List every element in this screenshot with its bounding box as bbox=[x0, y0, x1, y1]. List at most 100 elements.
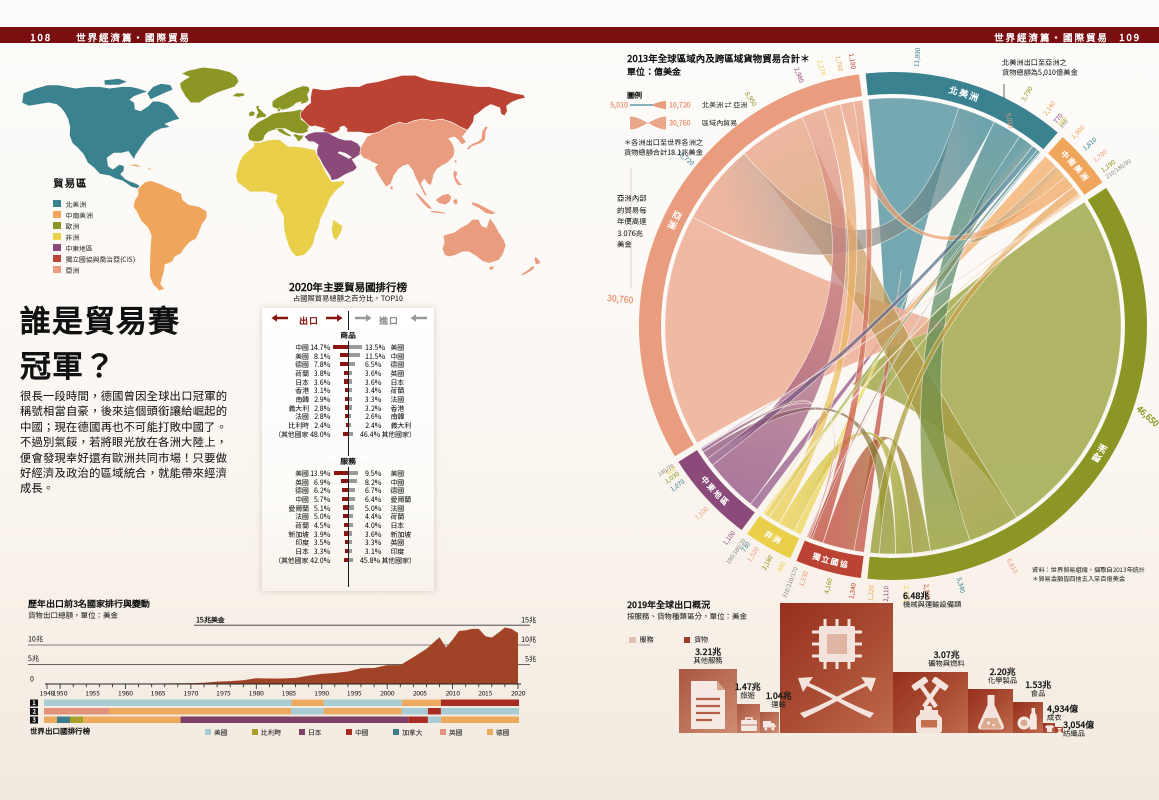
table-bar bbox=[342, 505, 348, 510]
table-cell: 南韓 bbox=[295, 394, 309, 405]
map-legend-item: 北美洲 bbox=[53, 198, 135, 209]
region-arc-sca bbox=[1048, 137, 1103, 195]
map-legend-item: 亞洲 bbox=[53, 264, 135, 275]
table-cell: 美國 bbox=[390, 468, 405, 478]
chord-source-line1: 資料：世界貿易組織，擷取自2013年統計 bbox=[1032, 565, 1145, 574]
table-bar bbox=[334, 470, 348, 475]
map-legend-title: 貿易區 bbox=[53, 176, 88, 191]
table-bar bbox=[344, 548, 348, 553]
path-el bbox=[359, 118, 468, 198]
export-bar-label: 2.20兆 化學製品 bbox=[953, 667, 1053, 686]
legend-swatch-icon bbox=[53, 232, 61, 241]
table-cell: 5.0% bbox=[365, 502, 382, 513]
table-cell: 8.1% bbox=[313, 350, 330, 361]
axis-label: 2000 bbox=[379, 688, 395, 698]
legend-swatch-icon bbox=[683, 636, 690, 643]
table-cell: 2.8% bbox=[313, 411, 330, 422]
table-cell: 英國 bbox=[295, 476, 309, 487]
arrow-icon bbox=[326, 314, 343, 322]
rank-row-2: 2 bbox=[30, 707, 519, 716]
path-el bbox=[128, 164, 144, 168]
path-el bbox=[869, 200, 1124, 557]
trade-ribbon-sca-me bbox=[700, 194, 1082, 450]
table-bar bbox=[348, 496, 355, 501]
rect-el bbox=[1057, 728, 1061, 732]
flow-value-label: 1,100 bbox=[720, 529, 737, 547]
table-cell: 2.8% bbox=[313, 402, 330, 413]
rank-legend-label: 中國 bbox=[355, 727, 369, 737]
path-el bbox=[662, 97, 863, 445]
table-cell: 13.9% bbox=[310, 468, 330, 478]
rect-el bbox=[826, 634, 847, 655]
path-el bbox=[452, 197, 459, 206]
flow-value-label: 5,010 bbox=[1004, 111, 1016, 129]
table-bar bbox=[333, 344, 348, 349]
rank-row-1: 1 bbox=[30, 698, 519, 707]
path-el bbox=[271, 85, 311, 111]
table-cell: 4.4% bbox=[365, 511, 382, 522]
circle-el bbox=[986, 721, 990, 725]
table-cell: 日本 bbox=[390, 520, 405, 531]
table-cell: 3.1% bbox=[365, 546, 382, 557]
left-page-number: 108 bbox=[30, 29, 52, 44]
table-cell: 3.5% bbox=[313, 537, 330, 548]
table-bar bbox=[340, 361, 348, 367]
table-bar bbox=[348, 353, 360, 358]
path-el bbox=[355, 314, 372, 322]
table-bar bbox=[343, 431, 348, 436]
chord-legend-text: 北美洲 ⇄ 亞洲 bbox=[702, 100, 747, 110]
table-center-divider bbox=[348, 311, 349, 587]
rank-legend-label: 日本 bbox=[308, 727, 322, 737]
div-el: 3.076兆 bbox=[617, 227, 644, 239]
circle-el bbox=[764, 727, 768, 731]
table-bar bbox=[348, 557, 354, 562]
path-el bbox=[797, 677, 874, 719]
map-region-eu bbox=[179, 66, 311, 143]
path-el bbox=[980, 718, 1001, 729]
table-cell: 46.4% 其他國家） bbox=[360, 429, 416, 440]
table-bar bbox=[348, 344, 362, 349]
rank-segment bbox=[57, 716, 70, 723]
path-el bbox=[414, 190, 433, 211]
g-el bbox=[696, 697, 720, 722]
rank-segment bbox=[291, 708, 324, 715]
legend-swatch-icon bbox=[205, 729, 211, 735]
export-bar-label: 1.04兆 運輸 bbox=[729, 691, 829, 710]
map-legend-label: 歐洲 bbox=[65, 220, 80, 231]
div-el: 美金 bbox=[617, 239, 632, 250]
table-cell: （其他國家 42.0% bbox=[274, 555, 330, 566]
table-cell: 3.8% bbox=[313, 368, 330, 379]
export-bar-6 bbox=[1013, 702, 1043, 733]
rect-el bbox=[30, 716, 38, 724]
axis-label: 5兆 bbox=[525, 655, 536, 665]
flow-value-label: 1,220 bbox=[866, 585, 876, 602]
table-bar bbox=[345, 414, 348, 419]
rank-segment bbox=[427, 716, 441, 723]
path-el bbox=[488, 266, 496, 271]
table-cell: 6.2% bbox=[313, 485, 330, 496]
axis-label: 1948 bbox=[40, 688, 55, 698]
table-bar bbox=[348, 470, 358, 475]
rank-legend-item: 美國 bbox=[205, 727, 228, 737]
table-bar bbox=[345, 422, 348, 427]
table-cell: 6.5% bbox=[365, 359, 382, 370]
text-el: 2 bbox=[32, 707, 36, 716]
text-el: 1 bbox=[32, 698, 35, 707]
table-cell: 3.2% bbox=[365, 402, 382, 413]
axis-label: 1955 bbox=[86, 688, 101, 698]
flow-value-label: 2,340 bbox=[922, 583, 933, 600]
table-cell: 3.9% bbox=[313, 528, 330, 539]
path-el bbox=[292, 133, 305, 143]
axis-label: 1995 bbox=[347, 688, 362, 698]
rect-el bbox=[1057, 727, 1061, 729]
table-cell: 2.6% bbox=[365, 411, 382, 422]
trade-ribbon-na-me bbox=[707, 145, 1039, 466]
ranking-table: 出口 進口 商品 中國 14.7% 13.5% 美國 美國 8.1% 11.5% 中國 德國 7.8% 6… bbox=[262, 308, 434, 591]
table-bar bbox=[348, 388, 352, 393]
rank-legend-label: 英國 bbox=[449, 727, 463, 737]
table-cell: 2.4% bbox=[313, 420, 330, 431]
path-el bbox=[339, 125, 348, 141]
